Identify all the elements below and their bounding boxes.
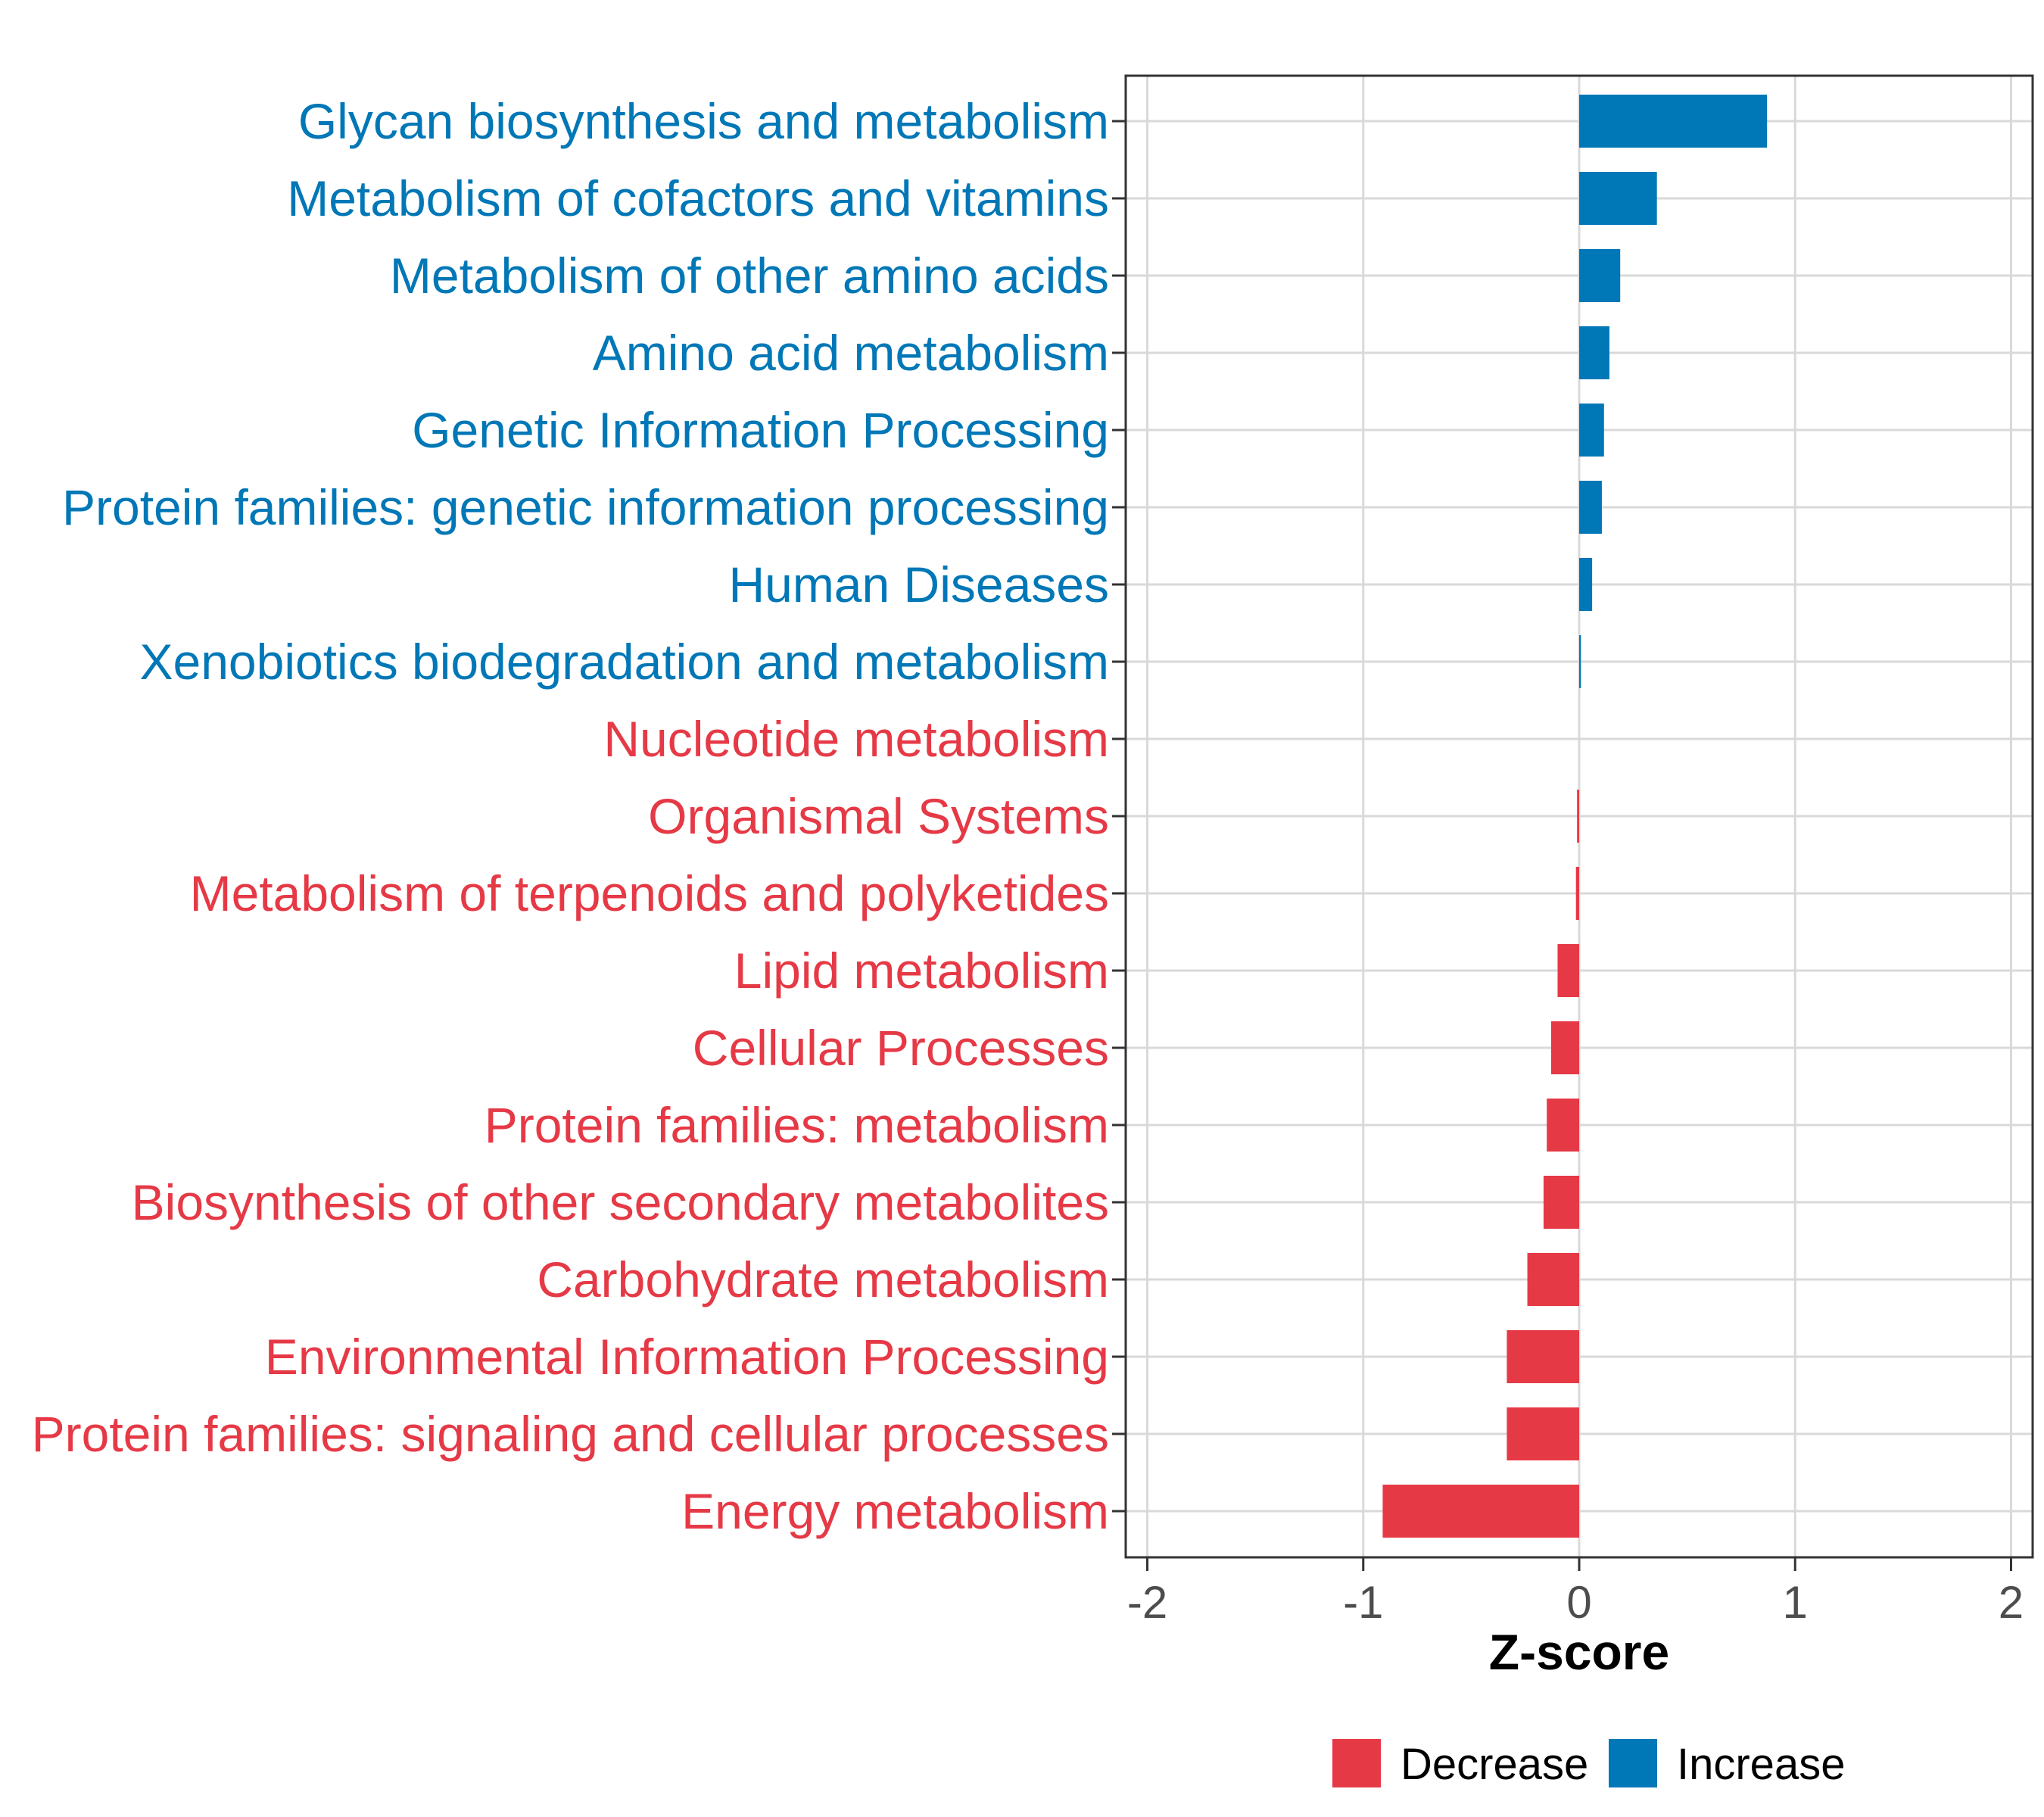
- y-axis-label: Protein families: signaling and cellular…: [32, 1406, 1109, 1462]
- bar: [1543, 1176, 1579, 1229]
- x-tick-label: 2: [1999, 1577, 2024, 1628]
- bar: [1579, 481, 1602, 534]
- legend-key-decrease: [1332, 1739, 1381, 1787]
- y-axis-label: Metabolism of other amino acids: [390, 248, 1109, 304]
- bar: [1579, 404, 1604, 457]
- bar: [1547, 1099, 1579, 1152]
- y-axis-label: Protein families: metabolism: [485, 1097, 1109, 1153]
- bar: [1579, 95, 1768, 148]
- bar: [1579, 249, 1621, 302]
- y-axis-label: Carbohydrate metabolism: [537, 1251, 1109, 1307]
- bar: [1577, 790, 1579, 843]
- x-tick-label: 1: [1783, 1577, 1808, 1628]
- bar: [1507, 1330, 1579, 1383]
- x-axis-ticks: -2 -1 0 1 2: [1127, 1557, 2024, 1628]
- x-tick-label: 0: [1566, 1577, 1591, 1628]
- bar: [1579, 558, 1593, 611]
- x-axis-title: Z-score: [1489, 1624, 1669, 1680]
- y-axis-labels: Glycan biosynthesis and metabolism Metabo…: [32, 93, 1109, 1539]
- bar: [1579, 326, 1609, 379]
- y-axis-label: Glycan biosynthesis and metabolism: [298, 93, 1109, 149]
- bar: [1557, 944, 1579, 997]
- bar: [1550, 1021, 1579, 1074]
- bar: [1527, 1253, 1579, 1306]
- y-axis-label: Xenobiotics biodegradation and metabolis…: [140, 634, 1110, 690]
- y-axis-label: Organismal Systems: [648, 788, 1109, 844]
- y-axis-label: Amino acid metabolism: [593, 325, 1109, 381]
- bar: [1575, 867, 1579, 920]
- y-axis-label: Energy metabolism: [681, 1483, 1109, 1539]
- bar: [1579, 172, 1657, 225]
- y-axis-label: Cellular Processes: [693, 1020, 1109, 1076]
- y-axis-label: Environmental Information Processing: [265, 1329, 1109, 1385]
- y-axis-label: Human Diseases: [728, 556, 1109, 612]
- y-axis-label: Genetic Information Processing: [412, 402, 1109, 458]
- y-axis-label: Biosynthesis of other secondary metaboli…: [132, 1174, 1109, 1230]
- y-axis-ticks: [1112, 120, 1126, 1513]
- legend: Decrease Increase: [1332, 1739, 1845, 1789]
- bars: [1382, 95, 1768, 1538]
- legend-key-increase: [1609, 1739, 1657, 1787]
- bar: [1382, 1485, 1579, 1538]
- y-axis-label: Nucleotide metabolism: [603, 711, 1109, 767]
- legend-label-decrease: Decrease: [1401, 1740, 1588, 1789]
- y-axis-label: Lipid metabolism: [734, 943, 1109, 999]
- y-axis-label: Metabolism of terpenoids and polyketides: [190, 865, 1109, 921]
- y-axis-label: Protein families: genetic information pr…: [62, 479, 1109, 535]
- y-axis-label: Metabolism of cofactors and vitamins: [287, 170, 1109, 226]
- legend-label-increase: Increase: [1677, 1740, 1845, 1789]
- bar: [1507, 1407, 1579, 1460]
- x-tick-label: -1: [1343, 1577, 1383, 1628]
- x-tick-label: -2: [1127, 1577, 1167, 1628]
- bar: [1579, 635, 1581, 688]
